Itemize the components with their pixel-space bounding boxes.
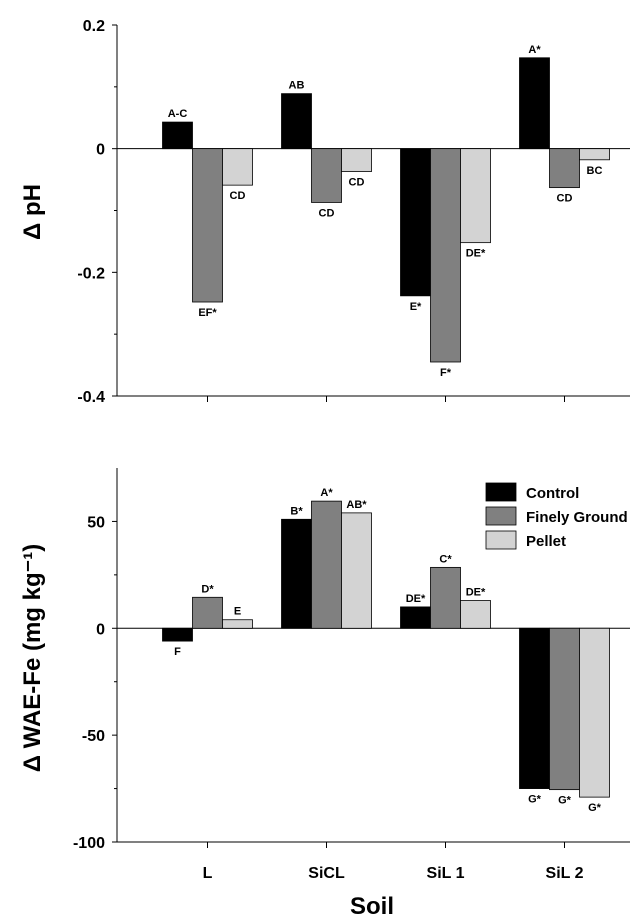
bar bbox=[281, 93, 312, 150]
bar bbox=[400, 606, 431, 629]
bar bbox=[341, 148, 372, 172]
bar bbox=[460, 600, 491, 629]
bar bbox=[430, 566, 461, 629]
ph-bars bbox=[162, 57, 610, 363]
bar-data-label: A* bbox=[320, 487, 333, 499]
bar-data-label: B* bbox=[290, 505, 303, 517]
legend-swatch bbox=[485, 530, 517, 550]
bar-data-label: D* bbox=[201, 583, 214, 595]
legend-label: Pellet bbox=[526, 533, 566, 550]
x-axis-title: Soil bbox=[350, 893, 394, 920]
ph-y-axis-title: Δ pH bbox=[19, 184, 46, 240]
bar bbox=[192, 596, 223, 629]
bar-data-label: E bbox=[234, 606, 241, 618]
bar-data-label: F* bbox=[440, 367, 452, 379]
wae-fe-bar-labels: F B* DE* G* D* A* C* G* E AB* DE* G* bbox=[174, 487, 602, 814]
legend-label: Finely Ground bbox=[526, 509, 628, 526]
bar bbox=[400, 148, 431, 297]
bar bbox=[311, 148, 342, 203]
y-tick-label: -50 bbox=[82, 728, 105, 745]
bar-data-label: CD bbox=[230, 190, 246, 202]
bar-data-label: C* bbox=[439, 553, 452, 565]
bar-data-label: E* bbox=[410, 301, 422, 313]
bar bbox=[192, 148, 223, 303]
bar bbox=[579, 148, 610, 161]
bar bbox=[162, 121, 193, 150]
y-tick-label: -100 bbox=[73, 835, 105, 852]
bar-data-label: CD bbox=[557, 193, 573, 205]
bar bbox=[460, 148, 491, 244]
wae-fe-panel: -100 -50 0 50 L SiCL SiL 1 SiL 2 F B* DE* G* D* A* C… bbox=[19, 468, 630, 882]
bar bbox=[549, 627, 580, 791]
bar-data-label: DE* bbox=[406, 593, 426, 605]
bar bbox=[162, 627, 193, 642]
ph-bar-labels: A-C AB E* A* EF* CD F* CD CD CD DE* BC bbox=[168, 44, 603, 379]
bar-data-label: BC bbox=[587, 165, 603, 177]
wae-fe-x-ticks: L SiCL SiL 1 SiL 2 bbox=[203, 842, 584, 882]
wae-fe-y-ticks: -100 -50 0 50 bbox=[73, 514, 117, 852]
y-tick-label: 0.2 bbox=[83, 18, 105, 35]
wae-fe-bars bbox=[162, 500, 610, 798]
ph-y-ticks: -0.4 -0.2 0 0.2 bbox=[77, 18, 117, 406]
bar bbox=[341, 512, 372, 629]
bar-data-label: DE* bbox=[466, 248, 486, 260]
bar-data-label: G* bbox=[528, 794, 542, 806]
bar-data-label: G* bbox=[588, 802, 602, 814]
bar-data-label: A* bbox=[528, 44, 541, 56]
x-tick-label: SiL 1 bbox=[427, 865, 465, 882]
legend-label: Control bbox=[526, 485, 579, 502]
bar bbox=[222, 148, 253, 186]
bar-data-label: DE* bbox=[466, 587, 486, 599]
bar-data-label: CD bbox=[349, 177, 365, 189]
bar bbox=[519, 57, 550, 150]
y-tick-label: -0.4 bbox=[77, 389, 105, 406]
bar-data-label: EF* bbox=[198, 307, 217, 319]
bar-data-label: A-C bbox=[168, 108, 188, 120]
bar bbox=[549, 148, 580, 189]
bar-data-label: F bbox=[174, 646, 181, 658]
legend: Control Finely Ground Pellet bbox=[485, 482, 628, 550]
bar bbox=[579, 627, 610, 798]
bar bbox=[281, 518, 312, 629]
x-tick-label: SiCL bbox=[308, 865, 345, 882]
wae-fe-y-axis-title: Δ WAE-Fe (mg kg⁻¹) bbox=[19, 544, 46, 773]
ph-x-ticks bbox=[207, 396, 565, 402]
x-tick-label: L bbox=[203, 865, 213, 882]
bar-data-label: CD bbox=[319, 207, 335, 219]
bar-data-label: AB bbox=[289, 80, 305, 92]
y-tick-label: 0 bbox=[96, 621, 105, 638]
y-tick-label: 50 bbox=[87, 514, 105, 531]
y-tick-label: -0.2 bbox=[77, 265, 105, 282]
x-tick-label: SiL 2 bbox=[546, 865, 584, 882]
bar bbox=[311, 500, 342, 629]
y-tick-label: 0 bbox=[96, 142, 105, 159]
ph-panel: -0.4 -0.2 0 0.2 A-C AB E* A* EF* CD F* CD CD CD DE* BC… bbox=[19, 18, 630, 406]
bar-data-label: AB* bbox=[346, 499, 367, 511]
bar-data-label: G* bbox=[558, 795, 572, 807]
bar bbox=[222, 619, 253, 629]
bar bbox=[519, 627, 550, 789]
bar bbox=[430, 148, 461, 363]
legend-swatch bbox=[485, 506, 517, 526]
legend-swatch bbox=[485, 482, 517, 502]
